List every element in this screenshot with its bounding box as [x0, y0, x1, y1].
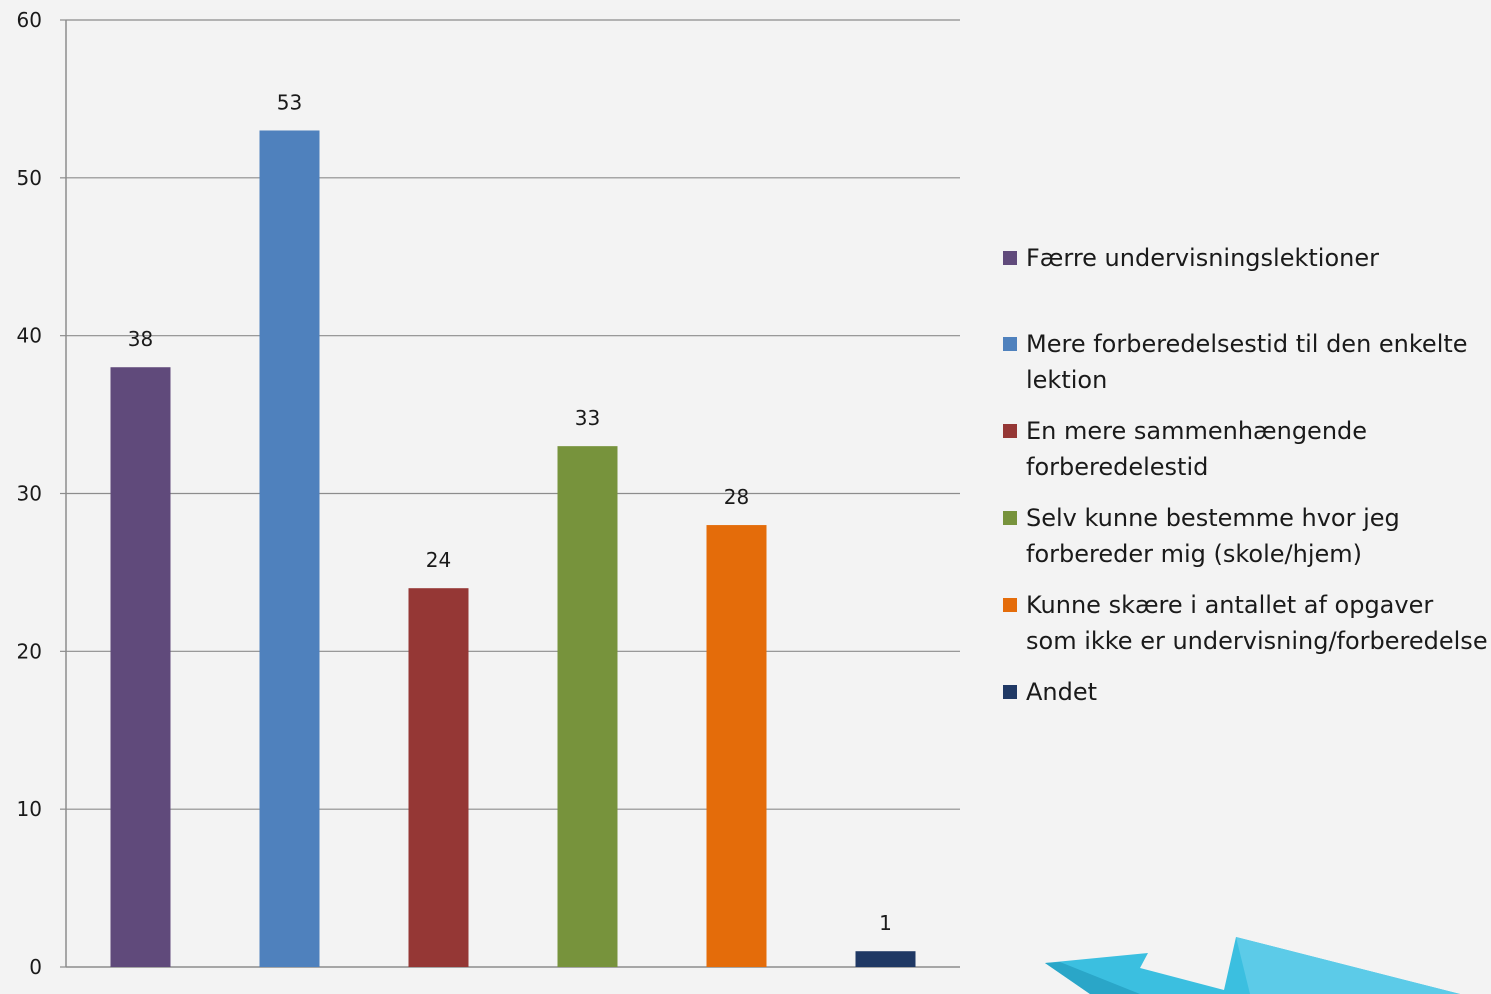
legend-label: Færre undervisningslektioner — [1026, 244, 1379, 272]
legend-swatch — [1003, 251, 1017, 265]
legend-swatch — [1003, 424, 1017, 438]
bar-6 — [855, 951, 916, 967]
legend-swatch — [1003, 685, 1017, 699]
data-label-3: 24 — [426, 548, 451, 572]
bar-2 — [259, 130, 320, 967]
legend-label: Selv kunne bestemme hvor jeg forbereder … — [1026, 504, 1400, 568]
legend-item-1: Færre undervisningslektioner — [1003, 240, 1489, 276]
y-tick-label: 10 — [17, 797, 42, 821]
y-tick-label: 30 — [17, 482, 42, 506]
bars — [110, 130, 916, 967]
y-tick-labels: 0 10 20 30 40 50 60 — [17, 8, 66, 979]
legend-label: En mere sammenhængende forberedelestid — [1026, 417, 1368, 481]
data-label-2: 53 — [277, 90, 302, 114]
bar-4 — [557, 446, 618, 967]
legend-swatch — [1003, 337, 1017, 351]
y-tick-label: 50 — [17, 166, 42, 190]
legend-item-4: Selv kunne bestemme hvor jeg forbereder … — [1003, 500, 1489, 572]
bar-1 — [110, 367, 171, 967]
legend-label: Mere forberedelsestid til den enkelte le… — [1026, 330, 1468, 394]
legend-item-5: Kunne skære i antallet af opgaver som ik… — [1003, 587, 1489, 659]
bar-3 — [408, 588, 469, 967]
data-label-4: 33 — [575, 406, 600, 430]
legend-item-3: En mere sammenhængende forberedelestid — [1003, 413, 1489, 485]
data-labels: 38 53 24 33 28 1 — [128, 90, 892, 935]
y-tick-label: 40 — [17, 324, 42, 348]
y-tick-label: 60 — [17, 8, 42, 32]
data-label-6: 1 — [879, 911, 892, 935]
legend-item-2: Mere forberedelsestid til den enkelte le… — [1003, 326, 1489, 398]
legend-label: Andet — [1026, 678, 1098, 706]
data-label-1: 38 — [128, 327, 153, 351]
data-label-5: 28 — [724, 485, 749, 509]
y-tick-label: 20 — [17, 639, 42, 663]
y-tick-label: 0 — [29, 955, 42, 979]
legend-item-6: Andet — [1003, 674, 1489, 710]
legend-swatch — [1003, 511, 1017, 525]
gridlines — [66, 19, 960, 810]
bar-5 — [706, 525, 767, 967]
legend-label: Kunne skære i antallet af opgaver som ik… — [1026, 591, 1488, 655]
legend-swatch — [1003, 598, 1017, 612]
double-arrow-icon — [1045, 937, 1460, 994]
